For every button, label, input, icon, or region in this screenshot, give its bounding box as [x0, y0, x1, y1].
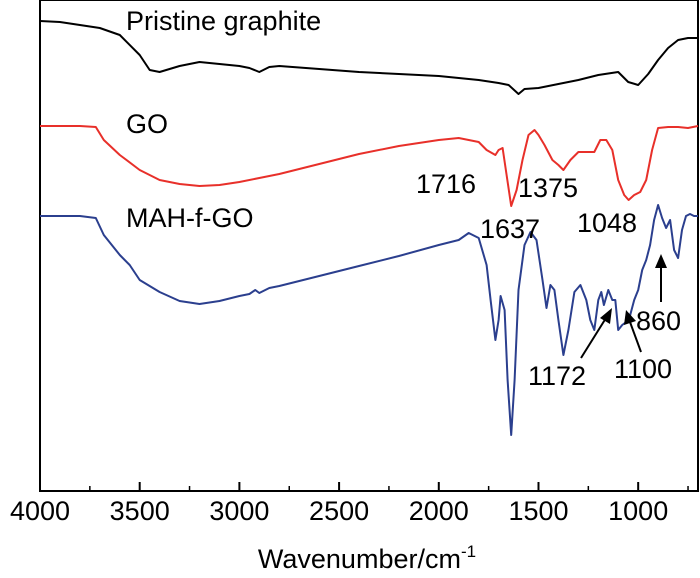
x-tick-label-2500: 2500 [309, 496, 369, 526]
peak-label-1100: 1100 [614, 354, 672, 384]
x-tick-label-1500: 1500 [508, 496, 568, 526]
x-tick-label-3000: 3000 [209, 496, 269, 526]
x-axis-title: Wavenumber/cm-1 [258, 542, 476, 574]
peak-label-1048: 1048 [577, 208, 637, 238]
series-label-mah-f-go: MAH-f-GO [126, 203, 254, 233]
peak-label-1172: 1172 [528, 361, 586, 391]
x-tick-label-3500: 3500 [110, 496, 170, 526]
series-line-pristine-graphite [39, 20, 698, 95]
plot-frame [39, 0, 699, 492]
x-tick-label-2000: 2000 [409, 496, 469, 526]
series-line-mah-f-go [40, 204, 698, 436]
arrow-860 [655, 254, 667, 302]
peak-label-860: 860 [636, 306, 681, 336]
x-axis-ticks: 4000 3500 3000 2500 2000 1500 1000 [10, 482, 689, 526]
arrow-1172 [580, 308, 612, 359]
series-label-go: GO [126, 109, 168, 139]
arrow-1100 [624, 310, 642, 353]
series-line-go [40, 125, 699, 207]
series-label-pristine-graphite: Pristine graphite [126, 6, 321, 36]
series-lines [39, 20, 699, 436]
x-tick-label-1000: 1000 [608, 496, 668, 526]
peak-label-1637: 1637 [480, 214, 540, 244]
peak-label-1375: 1375 [518, 173, 578, 203]
peak-label-1716: 1716 [416, 169, 476, 199]
x-tick-label-4000: 4000 [10, 496, 70, 526]
